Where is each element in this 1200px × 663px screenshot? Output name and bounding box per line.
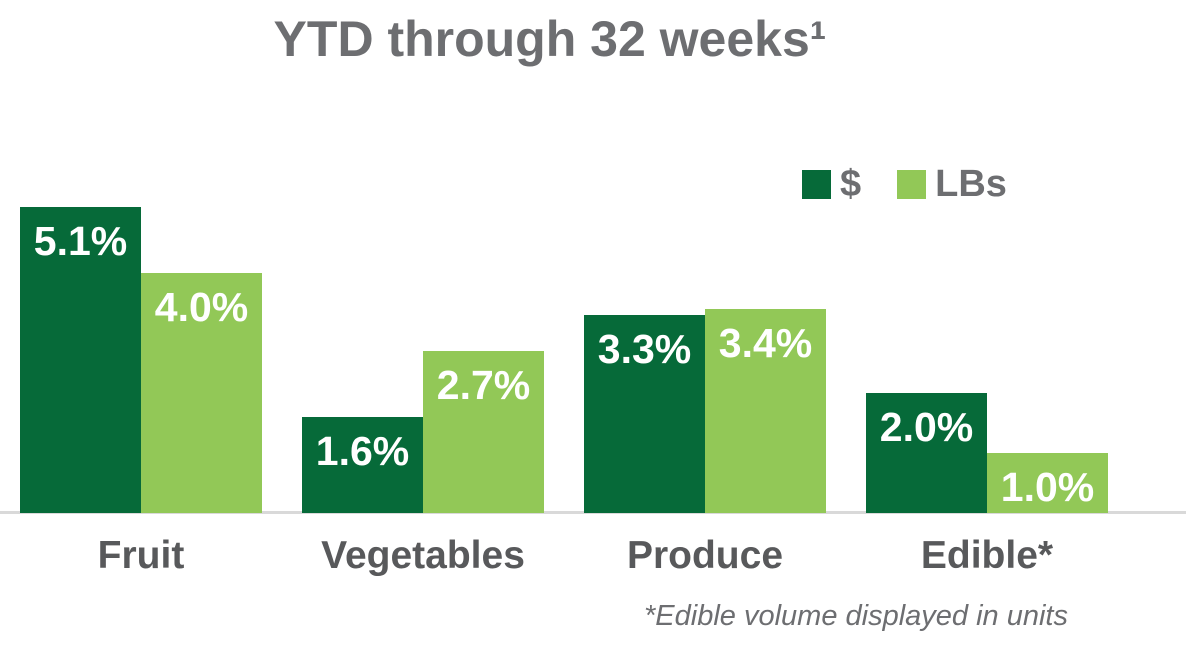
bar-dollars-vegetables: 1.6%: [302, 417, 423, 513]
bar-value-label: 2.0%: [879, 404, 974, 450]
bar-lbs-fruit: 4.0%: [141, 273, 262, 513]
bar-value-label: 5.1%: [33, 218, 128, 264]
x-axis-label-edible: Edible*: [920, 534, 1054, 577]
x-axis-label-fruit: Fruit: [97, 534, 185, 577]
bar-lbs-vegetables: 2.7%: [423, 351, 544, 513]
x-axis-label-produce: Produce: [626, 534, 784, 577]
bar-value-label: 2.7%: [436, 362, 531, 408]
bar-value-label: 3.3%: [597, 326, 692, 372]
bar-value-label: 1.0%: [1000, 464, 1095, 510]
legend-swatch-lbs: [897, 170, 927, 199]
bar-dollars-produce: 3.3%: [584, 315, 705, 513]
bar-dollars-edible: 2.0%: [866, 393, 987, 513]
x-axis-labels: Fruit Vegetables Produce Edible*: [0, 534, 1200, 584]
legend-label-lbs: LBs: [935, 163, 1007, 205]
bar-value-label: 4.0%: [154, 284, 249, 330]
legend-item-dollars: $: [802, 163, 861, 206]
legend-item-lbs: LBs: [897, 163, 1007, 206]
bar-value-label: 3.4%: [718, 320, 813, 366]
footnote: *Edible volume displayed in units: [644, 600, 1068, 632]
bar-lbs-edible: 1.0%: [987, 453, 1108, 513]
legend: $ LBs: [802, 163, 1007, 206]
bar-value-label: 1.6%: [315, 428, 410, 474]
chart-title: YTD through 32 weeks¹: [273, 11, 827, 67]
bar-dollars-fruit: 5.1%: [20, 207, 141, 513]
bar-lbs-produce: 3.4%: [705, 309, 826, 513]
legend-label-dollars: $: [840, 163, 862, 205]
x-axis-label-vegetables: Vegetables: [321, 534, 525, 577]
plot-area: 5.1% 4.0% 1.6% 2.7% 3.3% 3.4% 2.0% 1.0%: [0, 207, 1186, 514]
legend-swatch-dollars: [802, 170, 831, 199]
